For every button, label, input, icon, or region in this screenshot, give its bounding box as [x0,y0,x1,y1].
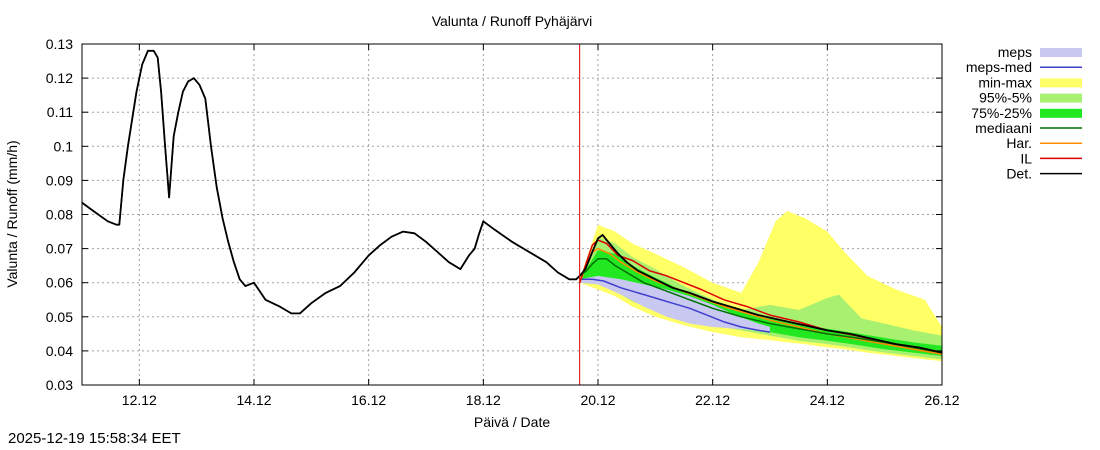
legend-label-min-max: min-max [978,74,1032,90]
legend-swatch-p75-25 [1040,108,1082,118]
x-tick-label: 26.12 [924,392,959,408]
band-p95-5 [579,236,942,360]
legend-label-har: Har. [1006,135,1032,151]
legend-label-mediaani: mediaani [975,120,1032,136]
x-tick-label: 24.12 [810,392,845,408]
y-tick-label: 0.03 [46,377,73,393]
x-tick-label: 14.12 [236,392,271,408]
legend-label-meps-med: meps-med [966,59,1032,75]
legend-label-det: Det. [1006,166,1032,182]
legend-label-il: IL [1020,150,1032,166]
x-tick-label: 18.12 [466,392,501,408]
timestamp: 2025-12-19 15:58:34 EET [8,430,181,447]
legend-swatch-p95-5 [1040,93,1082,103]
legend-swatch-meps [1040,48,1082,57]
x-tick-label: 20.12 [580,392,615,408]
y-tick-label: 0.05 [46,309,73,325]
y-tick-label: 0.07 [46,241,73,257]
x-tick-label: 12.12 [122,392,157,408]
y-tick-label: 0.13 [46,36,73,52]
series-meps-med [579,278,771,333]
band-layer [579,211,942,362]
legend-label-p75-25: 75%-25% [971,105,1032,121]
legend-swatch-min-max [1040,78,1082,88]
series-det [81,49,943,354]
x-tick-label: 16.12 [351,392,386,408]
y-tick-label: 0.08 [46,207,73,223]
y-tick-label: 0.1 [54,138,74,154]
x-tick-label: 22.12 [695,392,730,408]
line-layer [81,49,943,356]
x-axis-label: Päivä / Date [474,414,550,430]
y-tick-label: 0.12 [46,70,73,86]
y-tick-label: 0.09 [46,172,73,188]
tick-layer: 0.03 0.04 0.05 0.06 0.07 0.08 0.09 0.1 0.11 0.12 0… [46,36,960,408]
y-tick-label: 0.06 [46,275,73,291]
y-tick-label: 0.04 [46,343,73,359]
y-tick-label: 0.11 [47,104,73,120]
legend-label-meps: meps [998,44,1032,60]
legend: mepsmeps-medmin-max95%-5%75%-25%mediaani… [966,44,1082,182]
y-axis-label: Valunta / Runoff (mm/h) [4,140,20,287]
chart-title: Valunta / Runoff Pyhäjärvi [432,13,593,29]
legend-label-p95-5: 95%-5% [979,90,1032,106]
